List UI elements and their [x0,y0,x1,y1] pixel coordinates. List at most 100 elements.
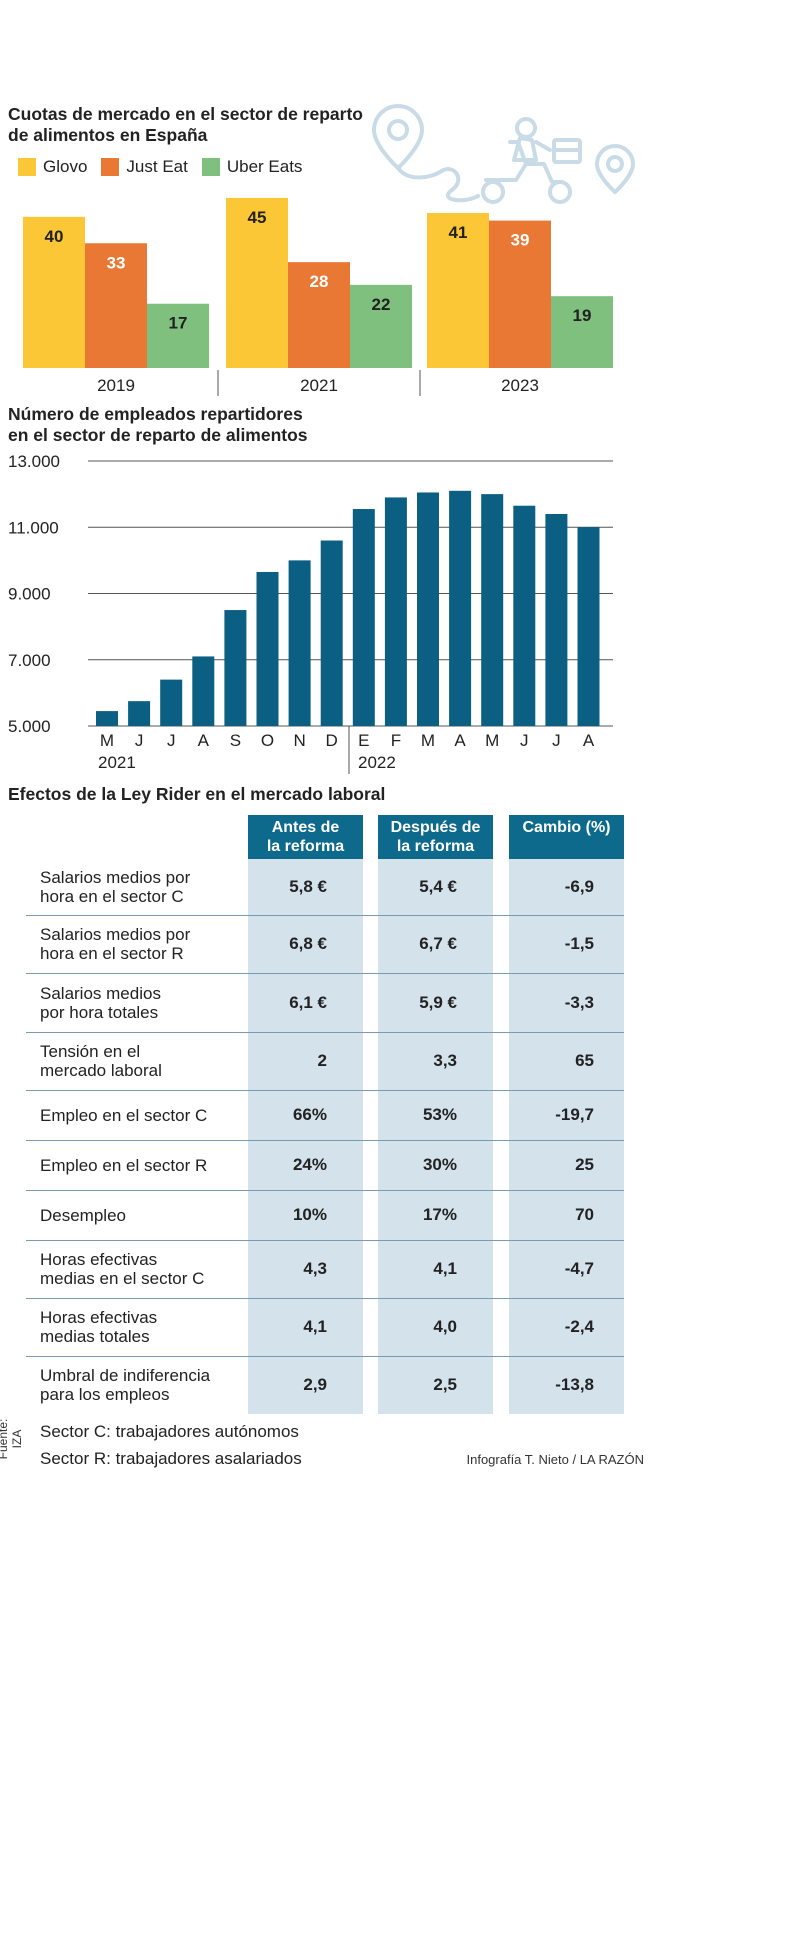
table-row-label: Tensión en el mercado laboral [40,1032,162,1090]
table-cell: -1,5 [564,934,594,953]
employees-bar [513,505,536,726]
market-title-line2: de alimentos en España [8,125,208,145]
table-cell: 5,9 € [419,992,457,1012]
table-row-label: Salarios medios por hora totales [40,973,161,1032]
table-cell: 5,4 € [419,877,457,896]
table-column-header-text: Antes de [271,819,340,836]
table-cell: -2,4 [564,1317,594,1336]
market-bar-label: 22 [372,295,391,314]
table-column-header: Antes de la reforma [248,815,363,859]
legend-label-glovo: Glovo [43,157,88,176]
table-cell: 30% [422,1155,457,1174]
employees-bar [545,514,568,726]
market-bar [427,213,489,368]
market-bar-label: 39 [511,231,530,250]
market-bar-label: 19 [573,306,592,325]
table-row-divider [26,915,624,916]
table-column-bg [378,815,493,1414]
market-bar [85,243,147,368]
employees-title-line1: Número de empleados repartidores [8,404,303,424]
footnote-sector-c: Sector C: trabajadores autónomos [40,1422,299,1441]
table-cell: 2,5 [433,1375,457,1394]
employees-bar [192,656,215,726]
table-row-label-text: Empleo en el sector R [40,1155,208,1175]
table-cell: 6,8 € [289,934,327,953]
table-row-label: Empleo en el sector C [40,1090,207,1140]
table-cell: -4,7 [564,1259,594,1278]
delivery-scooter-route-icon [372,104,635,204]
employees-y-tick: 7.000 [8,651,51,670]
table-row-label: Horas efectivas medias en el sector C [40,1240,204,1298]
employees-x-tick: F [391,731,401,750]
table-cell: 65 [575,1051,594,1070]
table-cell: 25 [575,1155,594,1174]
employees-bar [320,540,343,726]
market-bar [147,303,209,368]
market-category-label: 2019 [97,376,135,395]
table-column-header-text: la reforma [396,838,475,855]
credit-label: Infografía T. Nieto / LA RAZÓN [466,1452,644,1467]
table-cell: 2,9 [303,1375,327,1394]
table-cell: 6,7 € [419,934,457,953]
market-bar [23,216,85,368]
table-row-label-text: Salarios medios por [40,868,191,887]
table-row-label: Salarios medios por hora en el sector R [40,915,190,973]
employees-bar [288,560,311,726]
employees-x-tick: J [552,731,561,750]
employees-x-tick: S [230,731,241,750]
table-column-header: Cambio (%) [509,815,624,859]
source-label: Fuente: IZA [0,1418,24,1460]
table-row-divider [26,1356,624,1357]
table-cell: 53% [422,1105,457,1124]
table-row-divider [26,1298,624,1299]
market-bar-label: 33 [107,253,126,272]
table-cell: 17% [422,1205,457,1224]
table-row-label: Umbral de indiferencia para los empleos [40,1356,210,1414]
market-bar-label: 40 [45,227,64,246]
legend-item-glovo: Glovo [18,157,87,177]
employees-x-tick: A [198,731,210,750]
table-cell: 66% [292,1105,327,1124]
table-row-divider [26,973,624,974]
employees-x-tick: A [583,731,595,750]
employees-title-line2: en el sector de reparto de alimentos [8,425,308,445]
table-column-bg [248,815,363,1414]
employees-x-tick: O [261,731,274,750]
table-column-header: Después de la reforma [378,815,493,859]
employees-x-tick: M [100,731,114,750]
legend-swatch-just-eat [101,158,120,176]
table-row-label: Desempleo [40,1190,126,1240]
employees-bar [128,701,151,726]
legend-item-uber-eats: Uber Eats [201,157,303,177]
market-bar-label: 28 [310,272,329,291]
employees-x-tick: M [485,731,499,750]
legend-label-uber-eats: Uber Eats [226,157,303,176]
table-row-label: Salarios medios por hora en el sector C [40,859,190,915]
table-cell: 24% [292,1155,327,1174]
market-bar [551,296,613,368]
table-row-label-text: hora en el sector C [40,887,184,906]
table-cell: 5,8 € [289,877,327,896]
table-row-label-text: Horas efectivas [40,1250,158,1269]
market-title: Cuotas de mercado en el sector de repart… [8,104,363,146]
employees-bar [417,492,439,726]
employees-bar [577,527,600,726]
market-bar [350,284,412,368]
market-title-line1: Cuotas de mercado en el sector de repart… [8,104,363,124]
employees-y-tick: 9.000 [8,585,51,604]
legend-item-just-eat: Just Eat [101,157,188,177]
table-row-label: Empleo en el sector R [40,1140,207,1190]
employees-x-tick: J [167,731,176,750]
market-bar [226,197,288,368]
table-row-label-text: Salarios medios por [40,925,191,944]
market-bar-label: 17 [169,314,188,333]
employees-x-tick: E [358,731,369,750]
table-row-divider [26,1190,624,1191]
table-row-label-text: por hora totales [40,1002,159,1022]
table-row-label-text: Empleo en el sector C [40,1105,208,1125]
table-cell: 3,3 [433,1051,457,1070]
employees-bar [481,494,504,726]
employees-x-tick: A [454,731,466,750]
table-row-divider [26,1140,624,1141]
